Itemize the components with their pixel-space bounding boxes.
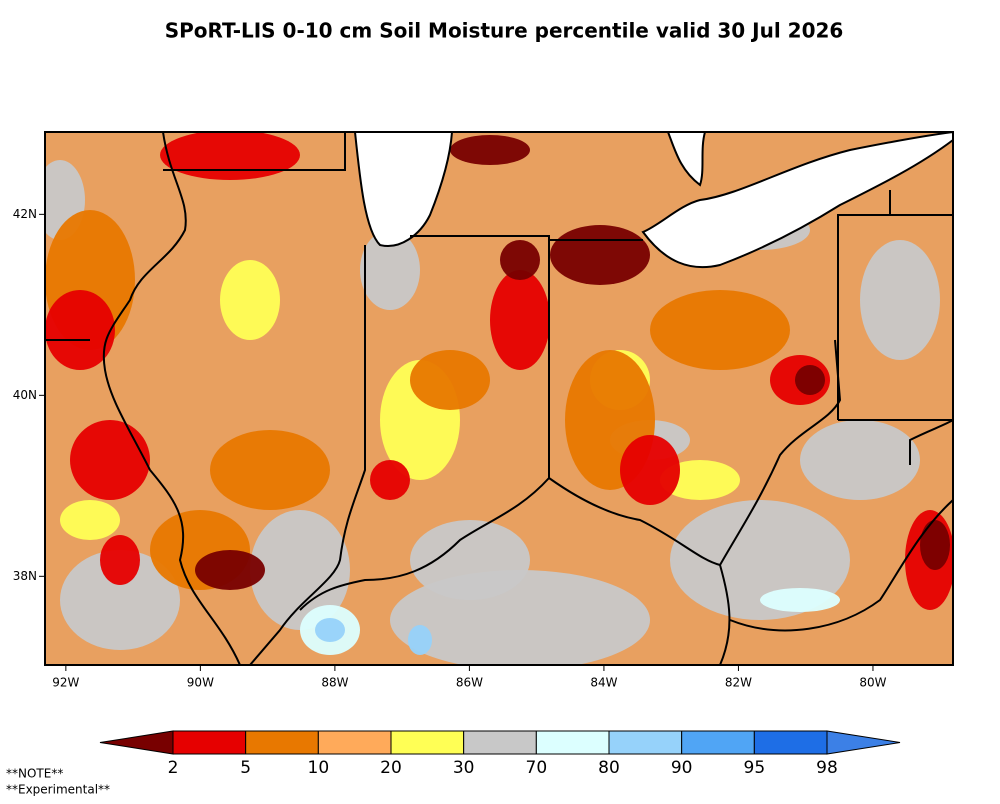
border	[163, 132, 346, 171]
moisture-area	[60, 550, 180, 650]
colorbar-label: 98	[816, 758, 838, 778]
lake-huron	[666, 132, 707, 187]
moisture-area	[450, 135, 530, 165]
note: **NOTE**	[6, 767, 63, 781]
colorbar: 2 5 10 20 30 70 80 90 95 98	[99, 730, 901, 778]
moisture-area	[45, 290, 115, 370]
y-tick-label: 42N	[13, 207, 37, 221]
moisture-area	[920, 520, 950, 570]
border	[909, 419, 953, 465]
y-tick-label: 40N	[13, 388, 37, 402]
colorbar-label: 30	[453, 758, 475, 778]
colorbar-box	[317, 730, 392, 755]
moisture-area	[650, 290, 790, 370]
y-tick-label: 38N	[13, 569, 37, 583]
border	[299, 477, 550, 611]
moisture-area	[220, 260, 280, 340]
x-tick-label: 86W	[456, 676, 483, 690]
moisture-area	[315, 618, 345, 642]
moisture-area	[550, 225, 650, 285]
colorbar-label: 5	[240, 758, 251, 778]
x-tick-label: 92W	[52, 676, 79, 690]
moisture-area	[490, 270, 550, 370]
moisture-area	[760, 588, 840, 612]
colorbar-box	[681, 730, 755, 755]
colorbar-label: 95	[744, 758, 766, 778]
border	[837, 190, 953, 421]
moisture-area	[410, 350, 490, 410]
colorbar-arrow	[99, 730, 174, 755]
moisture-area	[160, 132, 300, 180]
colorbar-box	[463, 730, 537, 755]
border	[249, 245, 366, 665]
colorbar-label: 10	[308, 758, 330, 778]
moisture-area	[800, 420, 920, 500]
colorbar-box	[172, 730, 247, 755]
colorbar-label: 90	[671, 758, 693, 778]
border	[548, 339, 842, 567]
colorbar-arrow	[826, 730, 901, 755]
note: **Experimental**	[6, 783, 110, 797]
colorbar-box	[753, 730, 828, 755]
x-tick-label: 82W	[725, 676, 752, 690]
title: SPoRT-LIS 0-10 cm Soil Moisture percenti…	[165, 19, 844, 43]
borders	[45, 132, 953, 665]
colorbar-box	[390, 730, 465, 755]
colorbar-box	[245, 730, 319, 755]
moisture-area	[250, 510, 350, 630]
moisture-area	[860, 240, 940, 360]
border	[410, 235, 550, 478]
colorbar-label: 2	[168, 758, 179, 778]
moisture-area	[195, 550, 265, 590]
colorbar-label: 80	[598, 758, 620, 778]
moisture-area	[210, 430, 330, 510]
moisture-area	[500, 240, 540, 280]
moisture-area	[408, 625, 432, 655]
moisture-area	[620, 435, 680, 505]
moisture-area	[410, 520, 530, 600]
moisture-area	[100, 535, 140, 585]
colorbar-box	[535, 730, 610, 755]
x-tick-label: 84W	[590, 676, 617, 690]
x-tick-label: 88W	[321, 676, 348, 690]
colorbar-label: 70	[526, 758, 548, 778]
moisture-area	[370, 460, 410, 500]
moisture-area	[60, 500, 120, 540]
colorbar-box	[608, 730, 683, 755]
map-frame	[44, 131, 954, 666]
x-tick-label: 80W	[859, 676, 886, 690]
moisture-area	[360, 230, 420, 310]
border	[719, 499, 953, 665]
lake-erie	[641, 132, 953, 269]
lake-michigan	[353, 132, 454, 247]
border	[102, 132, 241, 665]
moisture-area	[70, 420, 150, 500]
colorbar-label: 20	[380, 758, 402, 778]
x-tick-label: 90W	[187, 676, 214, 690]
moisture-area	[795, 365, 825, 395]
